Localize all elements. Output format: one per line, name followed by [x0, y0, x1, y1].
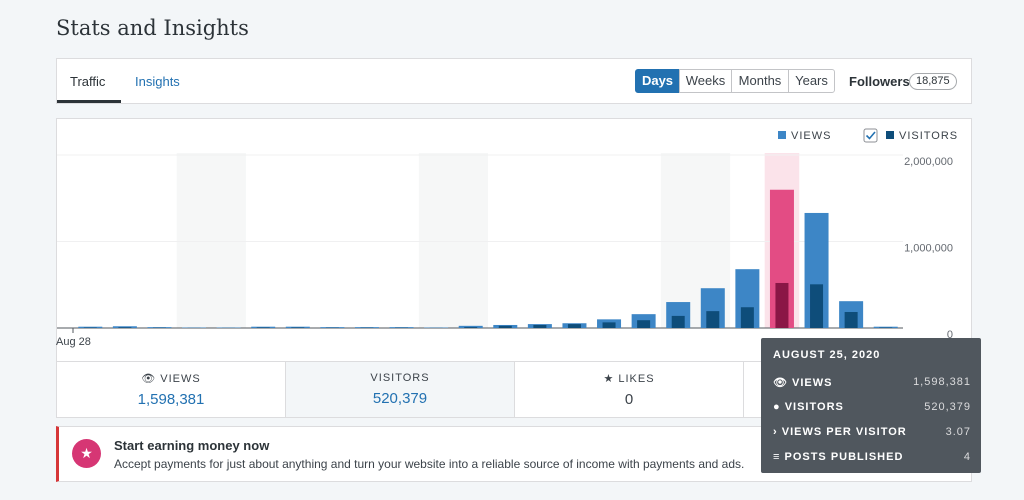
summary-label: VISITORS [370, 372, 430, 384]
visitors-bar [256, 327, 270, 328]
period-button[interactable]: Years [788, 69, 835, 93]
tooltip-row: › VIEWS PER VISITOR 3.07 [773, 426, 971, 438]
legend-swatch [886, 131, 894, 139]
tooltip-row: 👁 VIEWS 1,598,381 [773, 376, 971, 389]
tooltip-value: 520,379 [924, 401, 971, 413]
weekend-band [418, 153, 488, 328]
y-tick-label: 2,000,000 [904, 156, 953, 168]
views-bar [389, 327, 414, 328]
views-bar [354, 327, 379, 328]
summary-label-text: LIKES [618, 373, 655, 385]
period-button[interactable]: Weeks [679, 69, 732, 93]
visitors-bar [671, 315, 685, 328]
summary-label-text: VIEWS [160, 373, 201, 385]
tooltip-label: VIEWS [792, 377, 833, 389]
visitors-bar [567, 324, 581, 328]
visitors-bar [602, 322, 616, 328]
views-bar [78, 326, 103, 328]
summary-tab[interactable]: ★ LIKES 0 [515, 362, 744, 417]
tooltip-value: 3.07 [945, 426, 971, 438]
legend-label: VISITORS [899, 130, 958, 142]
views-bar [285, 326, 310, 328]
visitors-bar [118, 327, 132, 328]
tooltip-label: VISITORS [784, 401, 844, 413]
visitors-bar [810, 284, 824, 328]
legend-swatch [778, 131, 786, 139]
visitors-bar [844, 311, 858, 328]
weekend-band [176, 153, 246, 328]
views-bar [320, 327, 345, 328]
views-bar [112, 326, 137, 328]
tooltip: AUGUST 25, 2020 👁 VIEWS 1,598,381 ● VISIT… [761, 338, 981, 473]
followers-label: Followers [849, 74, 910, 89]
tooltip-label: VIEWS PER VISITOR [781, 426, 907, 438]
y-tick-label: 0 [947, 329, 953, 341]
tooltip-row: ≡ POSTS PUBLISHED 4 [773, 451, 971, 463]
y-tick-label: 1,000,000 [904, 243, 953, 255]
tooltip-date: AUGUST 25, 2020 [773, 349, 881, 361]
tooltip-value: 1,598,381 [913, 376, 971, 388]
banner-title: Start earning money now [114, 438, 270, 453]
banner-icon: ★ [72, 439, 101, 468]
summary-value: 1,598,381 [137, 391, 205, 408]
summary-label: ★ LIKES [603, 373, 655, 385]
summary-tab[interactable]: 👁 VIEWS 1,598,381 [57, 362, 286, 417]
summary-value: 520,379 [372, 390, 428, 407]
period-button[interactable]: Months [731, 69, 789, 93]
summary-tab[interactable]: VISITORS 520,379 [286, 362, 515, 417]
visitors-bar [637, 320, 651, 328]
tooltip-label: POSTS PUBLISHED [784, 451, 904, 463]
visitors-bar [533, 324, 547, 328]
views-bar [251, 326, 276, 328]
legend-checkbox [863, 128, 878, 143]
nav-tab[interactable]: Traffic [70, 74, 106, 89]
legend-check [865, 131, 876, 140]
tab-underline [57, 100, 121, 103]
banner-text: Accept payments for just about anything … [114, 457, 745, 471]
views-bar [147, 327, 172, 328]
followers-count: 18,875 [909, 73, 957, 90]
summary-value: 0 [624, 391, 634, 408]
views-bar [873, 326, 898, 328]
legend-label: VIEWS [791, 130, 831, 142]
visitors-bar [740, 307, 754, 328]
nav-tab[interactable]: Insights [135, 74, 180, 89]
visitors-bar [775, 282, 789, 328]
visitors-bar [464, 327, 478, 328]
divider [57, 361, 971, 362]
visitors-bar [498, 325, 512, 328]
visitors-bar [706, 311, 720, 328]
visitors-bar [291, 327, 305, 328]
page-title: Stats and Insights [56, 16, 249, 40]
tooltip-row: ● VISITORS 520,379 [773, 401, 971, 413]
views-bar [458, 325, 483, 328]
summary-label: 👁 VIEWS [141, 373, 201, 385]
period-button[interactable]: Days [635, 69, 680, 93]
x-tick-label: Aug 28 [56, 336, 91, 348]
tooltip-value: 4 [963, 451, 971, 463]
